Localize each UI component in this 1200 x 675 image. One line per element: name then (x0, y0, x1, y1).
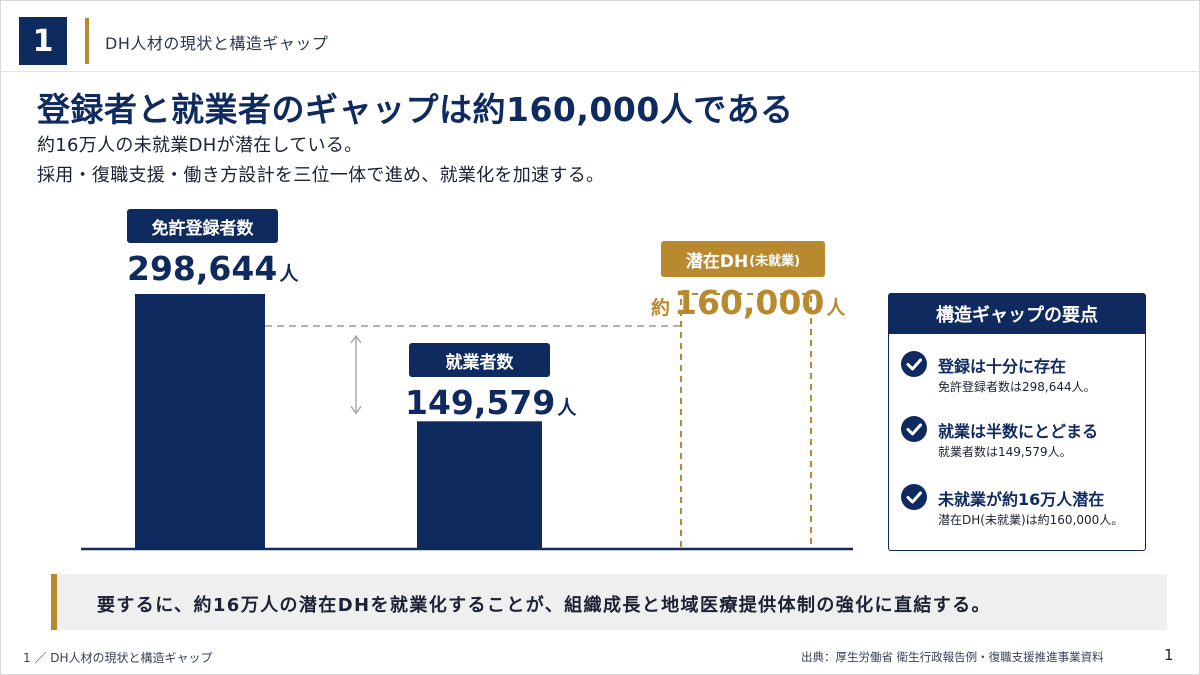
header-divider (1, 71, 1200, 72)
footer-source: 出典：厚生労働省 衛生行政報告例・復職支援推進事業資料 (801, 650, 1104, 664)
conclusion-box: 要するに、約16万人の潜在DHを就業化することが、組織成長と地域医療提供体制の強… (51, 574, 1167, 630)
data-label-latent-unit: 人 (826, 297, 846, 319)
data-label-registered-value: 298,644 (127, 249, 278, 288)
bar-label-employed: 就業者数 (409, 343, 550, 377)
subtitle-line-2: 採用・復職支援・働き方設計を三位一体で進め、就業化を加速する。 (37, 165, 605, 186)
check-circle-icon (901, 484, 927, 510)
key-point-2-desc: 就業者数は149,579人。 (938, 445, 1072, 459)
data-label-employed-value: 149,579 (405, 383, 556, 422)
section-number: 1 (19, 17, 67, 65)
gap-arrow-up-head (350, 334, 362, 344)
bar-label-employed-text: 就業者数 (445, 352, 514, 373)
bar-label-latent-sub: (未就業) (749, 253, 801, 269)
data-label-employed-unit: 人 (557, 397, 577, 419)
page-title: 登録者と就業者のギャップは約160,000人である (37, 90, 794, 129)
section-label: DH人材の現状と構造ギャップ (105, 34, 329, 53)
gap-arrow-down-head (350, 405, 362, 415)
key-points-title: 構造ギャップの要点 (889, 294, 1145, 334)
bar-label-latent-text: 潜在DH (685, 251, 749, 272)
key-point-3-desc: 潜在DH(未就業)は約160,000人。 (938, 513, 1124, 527)
data-label-latent: 約 160,000 人 (651, 286, 845, 319)
data-label-latent-prefix: 約 (651, 297, 671, 319)
conclusion-accent-bar (51, 574, 57, 630)
bar-registered (135, 294, 265, 549)
bar-employed (417, 421, 542, 549)
key-point-2-title: 就業は半数にとどまる (938, 422, 1099, 441)
data-label-latent-value: 160,000 (674, 283, 825, 322)
bar-label-registered: 免許登録者数 (127, 209, 278, 243)
data-label-registered-unit: 人 (279, 263, 299, 285)
header-accent-bar (85, 18, 89, 64)
subtitle-line-1: 約16万人の未就業DHが潜在している。 (37, 135, 363, 156)
key-point-1-title: 登録は十分に存在 (938, 357, 1067, 376)
key-point-1-desc: 免許登録者数は298,644人。 (938, 380, 1096, 394)
check-circle-icon (901, 351, 927, 377)
page-number: 1 (1164, 646, 1174, 664)
bar-latent (680, 293, 812, 550)
key-points-panel: 構造ギャップの要点 登録は十分に存在 免許登録者数は298,644人。 就業は半… (888, 293, 1146, 551)
footer-breadcrumb: 1 ／ DH人材の現状と構造ギャップ (23, 651, 213, 665)
key-point-3-title: 未就業が約16万人潜在 (938, 490, 1105, 509)
conclusion-text: 要するに、約16万人の潜在DHを就業化することが、組織成長と地域医療提供体制の強… (97, 595, 991, 616)
bar-label-latent: 潜在DH (未就業) (661, 241, 825, 277)
bar-label-registered-text: 免許登録者数 (151, 218, 254, 239)
check-circle-icon (901, 416, 927, 442)
data-label-employed: 149,579 人 (405, 386, 576, 419)
data-label-registered: 298,644 人 (127, 252, 298, 285)
gap-bar-chart (81, 293, 853, 551)
